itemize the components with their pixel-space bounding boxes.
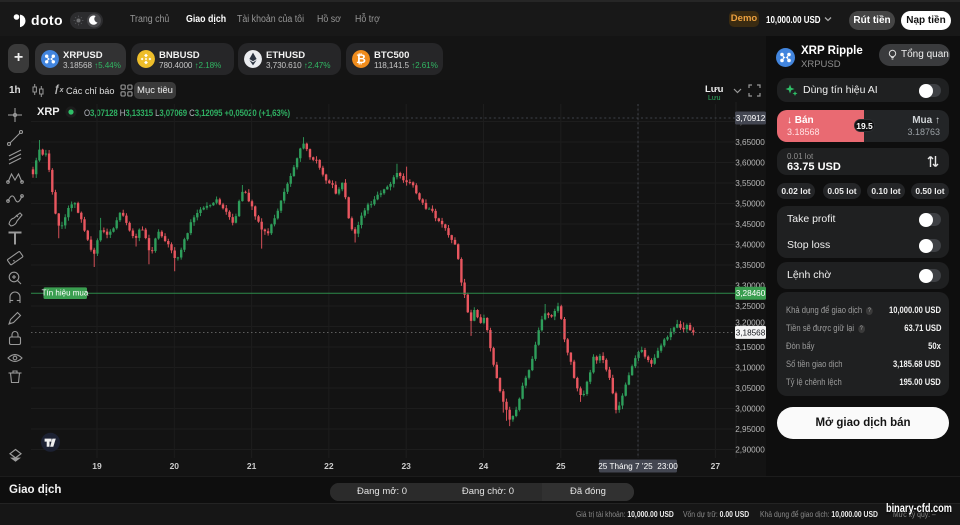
svg-text:3,70912: 3,70912 — [736, 114, 766, 123]
svg-text:19: 19 — [92, 461, 102, 471]
svg-text:3,60000: 3,60000 — [735, 159, 765, 168]
svg-text:3,35000: 3,35000 — [735, 261, 765, 270]
svg-text:Tín hiệu mua: Tín hiệu mua — [42, 289, 89, 298]
svg-text:3,10000: 3,10000 — [735, 364, 765, 373]
svg-text:3,40000: 3,40000 — [735, 241, 765, 250]
svg-text:3,55000: 3,55000 — [735, 179, 765, 188]
svg-text:3,65000: 3,65000 — [735, 138, 765, 147]
svg-text:21: 21 — [247, 461, 257, 471]
svg-text:23: 23 — [401, 461, 411, 471]
svg-text:3,28460: 3,28460 — [736, 289, 766, 298]
svg-text:3,05000: 3,05000 — [735, 384, 765, 393]
svg-text:3,18568: 3,18568 — [736, 328, 766, 337]
svg-text:₿: ₿ — [356, 52, 366, 66]
svg-text:2,90000: 2,90000 — [735, 446, 765, 455]
svg-text:25 Tháng 7 ’25 23:00: 25 Tháng 7 ’25 23:00 — [598, 462, 678, 471]
svg-text:3,25000: 3,25000 — [735, 302, 765, 311]
svg-text:3,15000: 3,15000 — [735, 343, 765, 352]
svg-text:22: 22 — [324, 461, 334, 471]
svg-text:2,95000: 2,95000 — [735, 425, 765, 434]
svg-text:27: 27 — [711, 461, 721, 471]
svg-text:3,00000: 3,00000 — [735, 405, 765, 414]
svg-text:3,50000: 3,50000 — [735, 200, 765, 209]
svg-text:3,30000: 3,30000 — [735, 282, 765, 291]
svg-text:20: 20 — [170, 461, 180, 471]
svg-text:24: 24 — [479, 461, 489, 471]
svg-text:3,45000: 3,45000 — [735, 220, 765, 229]
svg-text:3,20000: 3,20000 — [735, 319, 765, 328]
svg-text:25: 25 — [556, 461, 566, 471]
